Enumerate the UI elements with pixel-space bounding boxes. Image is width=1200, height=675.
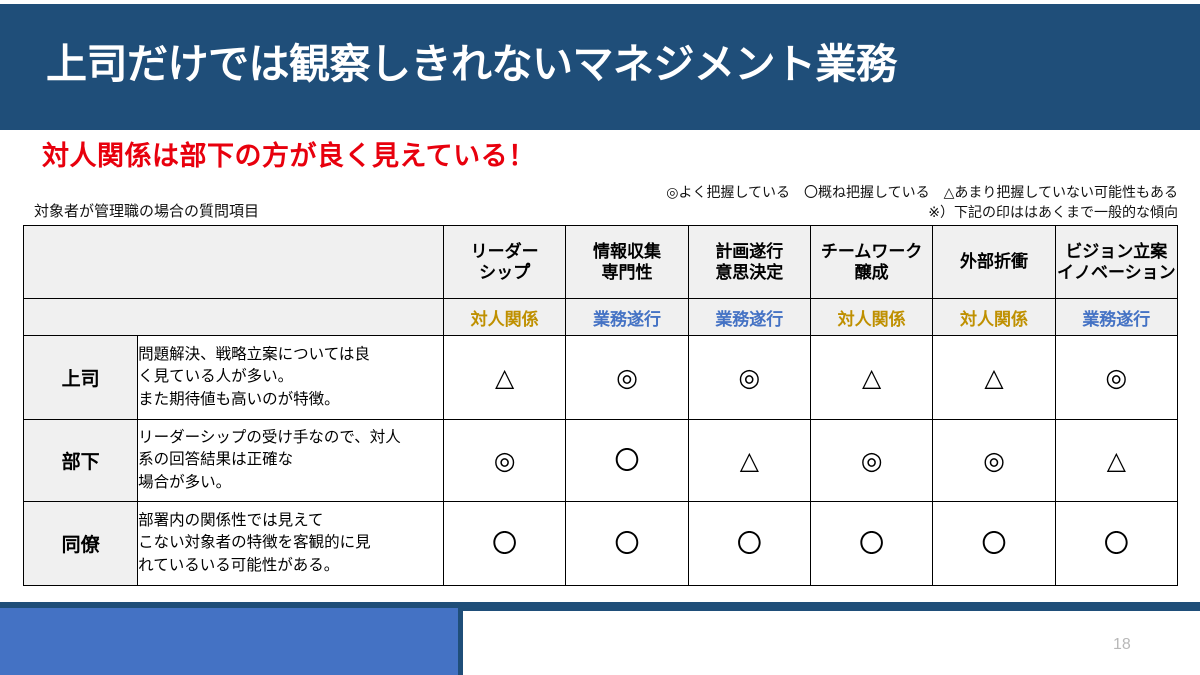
category-col-4: 対人関係 <box>932 298 1056 336</box>
row-1-mark-1: 〇 <box>565 419 689 502</box>
header-col-3-line2: 醸成 <box>854 263 889 282</box>
row-0-desc-line2: く見ている人が多い。 <box>138 368 294 386</box>
header-col-0-line1: リーダー <box>470 241 539 261</box>
row-2-mark-1: 〇 <box>565 501 689 586</box>
row-2-mark-0: 〇 <box>442 501 567 586</box>
header-col-3-line1: チームワーク <box>820 241 923 261</box>
header-col-1-line1: 情報収集 <box>592 241 661 261</box>
category-col-5-label: 業務遂行 <box>1082 309 1151 329</box>
row-1-role: 部下 <box>22 419 139 502</box>
header-col-4-line1: 外部折衝 <box>959 252 1028 272</box>
table-header-row-category: 対人関係 業務遂行 業務遂行 対人関係 対人関係 業務遂行 <box>23 298 1179 336</box>
row-2-role: 同僚 <box>22 501 139 586</box>
header-corner-blank <box>23 225 444 299</box>
row-1-desc-line2: 系の回答結果は正確な <box>138 451 294 469</box>
row-0-mark-3: △ <box>809 335 934 420</box>
row-1-desc-line1: リーダーシップの受け手なので、対人 <box>138 428 401 446</box>
row-1-mark-3: ◎ <box>809 419 934 502</box>
header-col-5-line1: ビジョン立案 <box>1065 241 1168 261</box>
assessment-table: リーダー シップ゚ 情報収集 専門性 計画遂行 意思決定 チームワーク 醸成 外… <box>22 225 1179 586</box>
row-1-mark-5: △ <box>1054 419 1179 502</box>
row-1-mark-0: ◎ <box>442 419 567 502</box>
header-col-2-line1: 計画遂行 <box>715 241 784 261</box>
header-col-0: リーダー シップ゚ <box>442 225 567 299</box>
row-2-mark-4: 〇 <box>932 501 1056 586</box>
category-col-2: 業務遂行 <box>687 298 811 336</box>
page-number: 18 <box>1113 636 1131 653</box>
row-0-mark-4: △ <box>932 335 1056 420</box>
category-col-1: 業務遂行 <box>565 298 689 336</box>
row-0-desc-line1: 問題解決、戦略立案については良 <box>138 345 370 363</box>
category-col-4-label: 対人関係 <box>959 309 1028 329</box>
row-0-description: 問題解決、戦略立案については良 く見ている人が多い。 また期待値も高いのが特徴。 <box>137 335 444 420</box>
header-col-0-line2: シップ゚ <box>479 263 531 282</box>
row-1-mark-2: △ <box>687 419 811 502</box>
table-row: 部下 リーダーシップの受け手なので、対人 系の回答結果は正確な 場合が多い。 ◎… <box>22 419 1179 502</box>
slide-subtitle: 対人関係は部下の方が良く見えている！ <box>42 141 536 171</box>
category-col-5: 業務遂行 <box>1054 298 1179 336</box>
header-col-2-line2: 意思決定 <box>715 263 784 282</box>
category-col-0-label: 対人関係 <box>470 309 539 329</box>
row-2-desc-line3: れているいる可能性がある。 <box>138 556 340 574</box>
row-0-mark-0: △ <box>442 335 567 420</box>
row-1-desc-line3: 場合が多い。 <box>138 473 232 491</box>
header-col-3: チームワーク 醸成 <box>809 225 934 299</box>
row-2-desc-line2: こない対象者の特徴を客観的に見 <box>138 534 371 552</box>
table-row: 同僚 部署内の関係性では見えて こない対象者の特徴を客観的に見 れているいる可能… <box>22 501 1179 586</box>
footer-accent-block <box>0 608 463 675</box>
table-header-row-competency: リーダー シップ゚ 情報収集 専門性 計画遂行 意思決定 チームワーク 醸成 外… <box>23 225 1179 299</box>
row-2-description: 部署内の関係性では見えて こない対象者の特徴を客観的に見 れているいる可能性があ… <box>137 501 444 586</box>
legend: ◎よく把握している 〇概ね把握している △あまり把握していない可能性もある ※）… <box>666 183 1178 223</box>
row-0-role: 上司 <box>22 335 139 420</box>
category-col-3: 対人関係 <box>809 298 934 336</box>
header-col-1: 情報収集 専門性 <box>565 225 689 299</box>
slide-title: 上司だけでは観察しきれないマネジメント業務 <box>46 41 897 87</box>
row-2-mark-2: 〇 <box>687 501 811 586</box>
header-col-4: 外部折衝 <box>932 225 1056 299</box>
slide-header-band: 上司だけでは観察しきれないマネジメント業務 <box>0 4 1200 130</box>
header-col-5-line2: イノベーション <box>1056 263 1176 282</box>
row-2-mark-5: 〇 <box>1054 501 1179 586</box>
row-0-desc-line3: また期待値も高いのが特徴。 <box>138 390 340 408</box>
row-0-mark-2: ◎ <box>687 335 811 420</box>
footer-rule <box>0 602 1200 611</box>
row-0-mark-5: ◎ <box>1054 335 1179 420</box>
table-row: 上司 問題解決、戦略立案については良 く見ている人が多い。 また期待値も高いのが… <box>22 335 1179 420</box>
row-2-mark-3: 〇 <box>809 501 934 586</box>
category-corner-blank <box>23 298 444 336</box>
table-caption: 対象者が管理職の場合の質問項目 <box>34 203 260 220</box>
category-col-3-label: 対人関係 <box>837 309 906 329</box>
row-2-desc-line1: 部署内の関係性では見えて <box>138 511 324 529</box>
category-col-1-label: 業務遂行 <box>592 309 661 329</box>
row-0-mark-1: ◎ <box>565 335 689 420</box>
row-1-mark-4: ◎ <box>932 419 1056 502</box>
header-col-1-line2: 専門性 <box>601 263 653 282</box>
legend-line-2: ※）下記の印ははあくまで一般的な傾向 <box>928 203 1178 220</box>
header-col-2: 計画遂行 意思決定 <box>687 225 811 299</box>
category-col-2-label: 業務遂行 <box>715 309 784 329</box>
header-col-5: ビジョン立案 イノベーション <box>1054 225 1179 299</box>
category-col-0: 対人関係 <box>442 298 567 336</box>
legend-line-1: ◎よく把握している 〇概ね把握している △あまり把握していない可能性もある <box>666 184 1178 200</box>
row-1-description: リーダーシップの受け手なので、対人 系の回答結果は正確な 場合が多い。 <box>137 419 444 502</box>
